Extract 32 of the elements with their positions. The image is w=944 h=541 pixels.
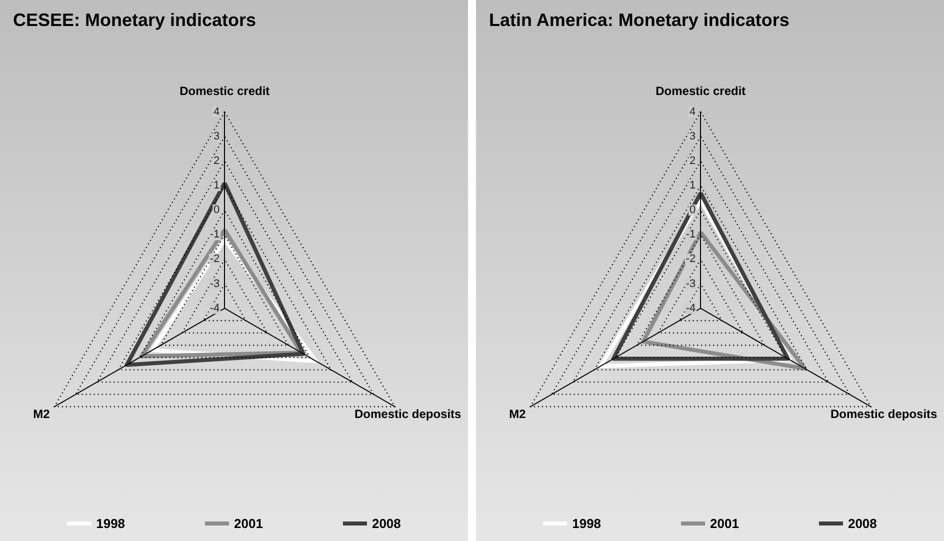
legend-label: 2008 [848, 516, 877, 531]
legend-label: 1998 [96, 516, 126, 531]
y-tick-label: 3 [214, 130, 220, 142]
spoke-label: Domestic deposits [354, 407, 462, 422]
y-tick-label: -3 [210, 278, 220, 290]
legend-label: 1998 [572, 516, 602, 531]
spoke-label: Domestic credit [656, 84, 746, 98]
y-tick-label: 2 [214, 154, 220, 167]
y-tick-label: 3 [690, 130, 696, 142]
y-tick-label: -2 [210, 253, 220, 266]
y-tick-label: 4 [690, 106, 696, 118]
y-tick-label: -4 [686, 302, 696, 314]
y-tick-label: -2 [686, 253, 696, 266]
y-tick-label: 0 [214, 204, 220, 216]
spoke-label: Domestic credit [180, 84, 270, 98]
y-tick-label: 2 [690, 154, 696, 167]
spoke-label: Domestic deposits [830, 407, 938, 422]
legend-label: 2001 [234, 516, 263, 531]
chart-title: CESEE: Monetary indicators [13, 10, 256, 30]
chart-title: Latin America: Monetary indicators [489, 10, 790, 30]
y-tick-label: -4 [210, 302, 220, 314]
y-tick-label: 1 [690, 180, 696, 192]
y-tick-label: 1 [214, 180, 220, 192]
y-tick-label: 0 [690, 204, 696, 216]
y-tick-label: -3 [686, 278, 696, 290]
spoke-label: M2 [509, 407, 526, 422]
y-tick-label: -1 [686, 228, 696, 241]
y-tick-label: 4 [214, 106, 220, 118]
y-tick-label: -1 [210, 228, 220, 241]
spoke-label: M2 [33, 407, 50, 422]
legend-label: 2001 [710, 516, 739, 531]
legend-label: 2008 [372, 516, 401, 531]
